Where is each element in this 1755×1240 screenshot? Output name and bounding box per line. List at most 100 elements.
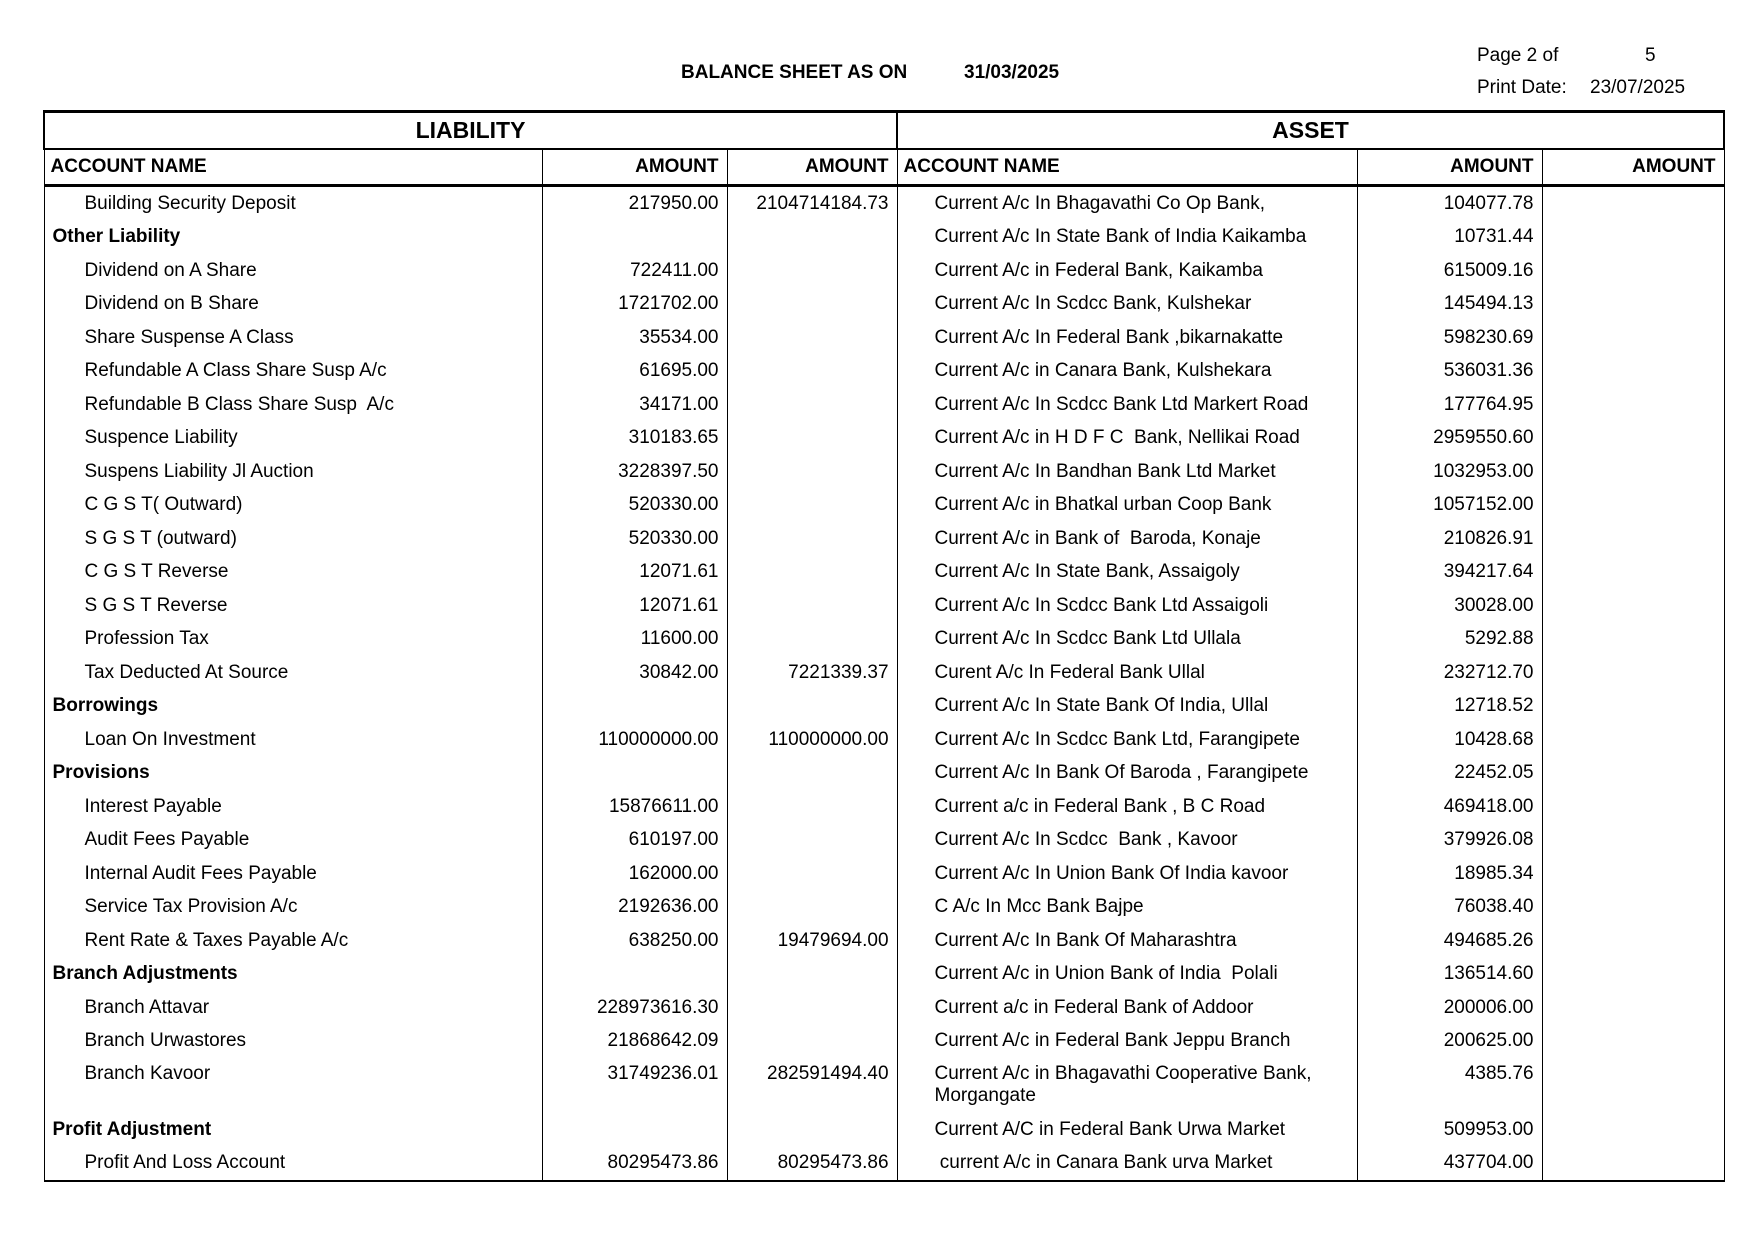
liability-total-header: AMOUNT <box>726 148 898 187</box>
asset-total <box>1541 890 1725 924</box>
liability-amount: 11600.00 <box>541 622 728 656</box>
liability-amount <box>541 689 728 723</box>
liability-amount: 80295473.86 <box>541 1146 728 1182</box>
liability-account-name: Profit And Loss Account <box>43 1146 543 1182</box>
asset-account-name: Current A/c in Bhatkal urban Coop Bank <box>896 488 1358 522</box>
asset-total <box>1541 790 1725 824</box>
asset-account-name: Current A/c In Bhagavathi Co Op Bank, <box>896 185 1358 221</box>
liability-total: 7221339.37 <box>726 656 898 690</box>
asset-account-name: Current A/c in Bhagavathi Cooperative Ba… <box>896 1058 1358 1113</box>
table-row: Branch Urwastores 21868642.09 Current A/c … <box>43 1024 1725 1058</box>
asset-amount: 76038.40 <box>1356 890 1543 924</box>
asset-amount: 18985.34 <box>1356 857 1543 891</box>
liability-amount: 12071.61 <box>541 589 728 623</box>
asset-total <box>1541 455 1725 489</box>
table-row: Borrowings Current A/c In State Bank Of I… <box>43 689 1725 723</box>
asset-account-name: Current A/c in H D F C Bank, Nellikai Ro… <box>896 421 1358 455</box>
asset-account-name: Current A/c In Union Bank Of India kavoo… <box>896 857 1358 891</box>
liability-account-name: S G S T (outward) <box>43 522 543 556</box>
liability-amount: 12071.61 <box>541 555 728 589</box>
liability-total <box>726 689 898 723</box>
liability-account-name-header: ACCOUNT NAME <box>43 148 543 187</box>
liability-total <box>726 488 898 522</box>
asset-total <box>1541 555 1725 589</box>
asset-amount: 379926.08 <box>1356 823 1543 857</box>
liability-total <box>726 388 898 422</box>
liability-section-header: LIABILITY <box>42 110 899 150</box>
asset-account-name: Current A/c in Union Bank of India Polal… <box>896 957 1358 991</box>
asset-total <box>1541 254 1725 288</box>
asset-account-name: Current A/c In Scdcc Bank , Kavoor <box>896 823 1358 857</box>
table-row: Refundable A Class Share Susp A/c 61695.0… <box>43 354 1725 388</box>
liability-total: 282591494.40 <box>726 1058 898 1113</box>
asset-amount: 232712.70 <box>1356 656 1543 690</box>
asset-account-name-header: ACCOUNT NAME <box>896 148 1358 187</box>
liability-total <box>726 790 898 824</box>
liability-amount: 31749236.01 <box>541 1058 728 1113</box>
table-row: Profit Adjustment Current A/C in Federal … <box>43 1113 1725 1147</box>
asset-total <box>1541 220 1725 254</box>
asset-amount: 177764.95 <box>1356 388 1543 422</box>
as-on-date: 31/03/2025 <box>964 62 1060 83</box>
asset-total <box>1541 522 1725 556</box>
liability-total: 2104714184.73 <box>726 185 898 221</box>
liability-amount: 520330.00 <box>541 522 728 556</box>
liability-account-name: Refundable B Class Share Susp A/c <box>43 388 543 422</box>
asset-total <box>1541 622 1725 656</box>
liability-account-name: Internal Audit Fees Payable <box>43 857 543 891</box>
liability-amount <box>541 756 728 790</box>
liability-account-name: Dividend on A Share <box>43 254 543 288</box>
asset-account-name: Current A/c In Bandhan Bank Ltd Market <box>896 455 1358 489</box>
table-row: Other Liability Current A/c In State Bank… <box>43 220 1725 254</box>
asset-account-name: Current A/c In Scdcc Bank Ltd Assaigoli <box>896 589 1358 623</box>
asset-amount: 437704.00 <box>1356 1146 1543 1182</box>
liability-group-heading: Borrowings <box>43 689 543 723</box>
asset-total <box>1541 1058 1725 1113</box>
table-row: Suspence Liability 310183.65 Current A/c i… <box>43 421 1725 455</box>
table-row: Branch Attavar 228973616.30 Current a/c in… <box>43 991 1725 1025</box>
asset-amount: 5292.88 <box>1356 622 1543 656</box>
liability-account-name: Profession Tax <box>43 622 543 656</box>
table-row: Dividend on A Share 722411.00 Current A/c … <box>43 254 1725 288</box>
liability-total: 80295473.86 <box>726 1146 898 1182</box>
asset-amount: 536031.36 <box>1356 354 1543 388</box>
liability-amount: 228973616.30 <box>541 991 728 1025</box>
page-label: Page 2 of <box>1477 45 1559 66</box>
print-date: 23/07/2025 <box>1590 77 1686 98</box>
asset-amount-header: AMOUNT <box>1356 148 1543 187</box>
asset-total <box>1541 185 1725 221</box>
liability-amount: 1721702.00 <box>541 287 728 321</box>
liability-amount: 638250.00 <box>541 924 728 958</box>
asset-amount: 22452.05 <box>1356 756 1543 790</box>
liability-group-heading: Other Liability <box>43 220 543 254</box>
liability-total: 110000000.00 <box>726 723 898 757</box>
table-row: S G S T (outward) 520330.00 Current A/c in… <box>43 522 1725 556</box>
asset-amount: 598230.69 <box>1356 321 1543 355</box>
liability-amount: 30842.00 <box>541 656 728 690</box>
asset-account-name: Current A/c in Canara Bank, Kulshekara <box>896 354 1358 388</box>
table-row: Interest Payable 15876611.00 Current a/c i… <box>43 790 1725 824</box>
table-row: Suspens Liability Jl Auction 3228397.50 Cu… <box>43 455 1725 489</box>
asset-amount: 494685.26 <box>1356 924 1543 958</box>
liability-account-name: C G S T Reverse <box>43 555 543 589</box>
liability-account-name: Interest Payable <box>43 790 543 824</box>
asset-total <box>1541 488 1725 522</box>
table-row: Internal Audit Fees Payable 162000.00 Curr… <box>43 857 1725 891</box>
liability-total <box>726 622 898 656</box>
liability-amount: 21868642.09 <box>541 1024 728 1058</box>
table-row: Tax Deducted At Source 30842.00 7221339.37… <box>43 656 1725 690</box>
liability-account-name: Rent Rate & Taxes Payable A/c <box>43 924 543 958</box>
liability-total: 19479694.00 <box>726 924 898 958</box>
asset-amount: 104077.78 <box>1356 185 1543 221</box>
liability-total <box>726 890 898 924</box>
liability-total <box>726 589 898 623</box>
table-row: Branch Adjustments Current A/c in Union B… <box>43 957 1725 991</box>
asset-account-name: Current A/c in Bank of Baroda, Konaje <box>896 522 1358 556</box>
liability-amount <box>541 1113 728 1147</box>
asset-total <box>1541 689 1725 723</box>
liability-total <box>726 823 898 857</box>
asset-total <box>1541 354 1725 388</box>
asset-account-name: Current A/c In Bank Of Maharashtra <box>896 924 1358 958</box>
table-row: Service Tax Provision A/c 2192636.00 C A/c… <box>43 890 1725 924</box>
asset-total <box>1541 1024 1725 1058</box>
